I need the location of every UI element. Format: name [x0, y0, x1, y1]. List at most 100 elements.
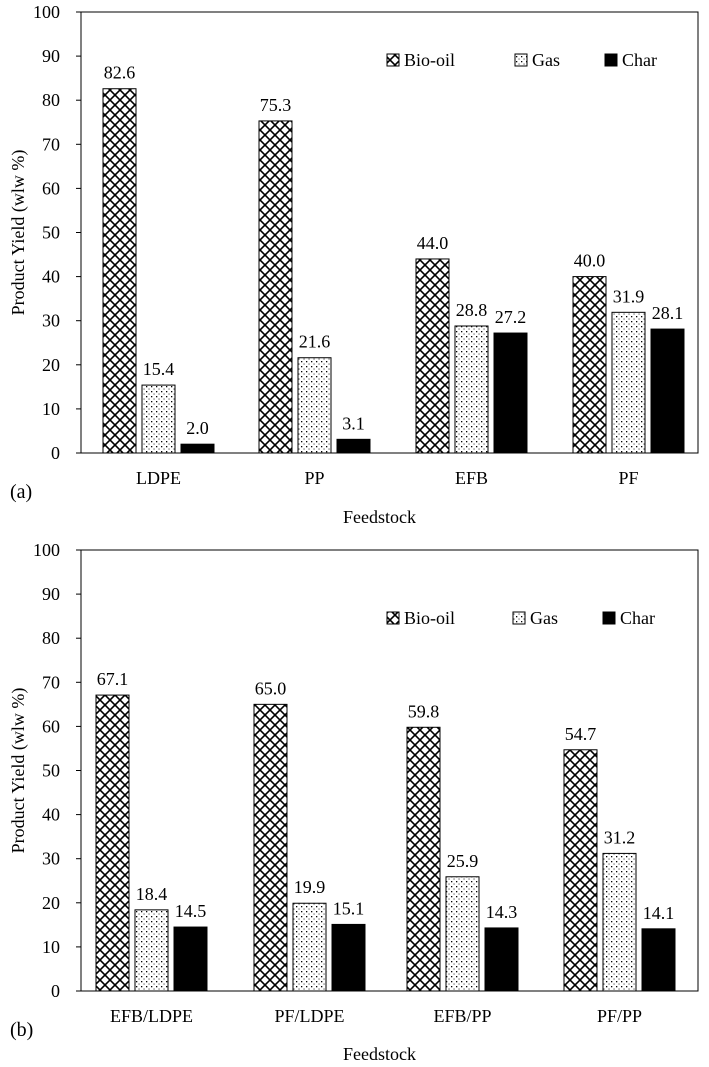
y-tick-label: 60	[42, 716, 60, 736]
legend-entry-gas: Gas	[530, 608, 558, 628]
bar-bio-oil-pp	[258, 120, 293, 454]
data-label: 2.0	[186, 418, 209, 438]
legend-entry-char: Char	[620, 608, 655, 628]
x-category-label: EFB/LDPE	[110, 1006, 193, 1026]
legend-swatch-char	[604, 53, 618, 67]
legend-entry-char: Char	[622, 50, 657, 70]
data-label: 14.1	[643, 903, 675, 923]
y-tick-label: 10	[42, 399, 60, 419]
y-tick-label: 40	[42, 805, 60, 825]
y-tick-label: 80	[42, 90, 60, 110]
y-axis-title: Product Yield (wlw %)	[8, 688, 29, 854]
bar-char-pf	[650, 328, 685, 454]
data-label: 14.3	[486, 902, 518, 922]
data-label: 18.4	[136, 884, 168, 904]
bar-gas-pf-ldpe	[292, 902, 327, 992]
bar-bio-oil-efb-ldpe	[95, 694, 130, 992]
y-tick-label: 90	[42, 46, 60, 66]
bar-char-pf-ldpe	[331, 923, 366, 992]
legend-swatch-gas	[512, 611, 526, 625]
bar-bio-oil-pf	[572, 276, 607, 454]
bar-gas-ldpe	[141, 384, 176, 454]
legend-swatch-bio-oil	[386, 53, 400, 67]
legend-swatch-gas	[514, 53, 528, 67]
x-axis-title: Feedstock	[343, 1044, 416, 1064]
x-axis-title: Feedstock	[343, 507, 416, 527]
data-label: 19.9	[294, 877, 326, 897]
data-label: 40.0	[574, 251, 606, 271]
bar-bio-oil-ldpe	[102, 88, 137, 454]
legend-swatch-char	[602, 611, 616, 625]
bar-gas-efb-ldpe	[134, 909, 169, 992]
data-label: 15.4	[143, 359, 175, 379]
panel-label: (a)	[10, 481, 32, 503]
data-label: 14.5	[175, 901, 207, 921]
x-category-label: EFB	[455, 468, 488, 488]
y-tick-label: 20	[42, 355, 60, 375]
bar-char-efb	[493, 332, 528, 454]
legend-entry-bio-oil: Bio-oil	[404, 608, 455, 628]
data-label: 31.9	[613, 286, 645, 306]
data-label: 15.1	[333, 898, 365, 918]
x-category-label: PF/LDPE	[274, 1006, 344, 1026]
data-label: 25.9	[447, 851, 479, 871]
legend: Bio-oil Gas Char	[386, 50, 657, 70]
bar-char-efb-ldpe	[173, 926, 208, 992]
chart-panel-2: 0 10 20 30 40 50 60 70 80 90 100 Product Yield (wlw…	[8, 540, 699, 1064]
data-label: 44.0	[417, 233, 449, 253]
bar-gas-efb-pp	[445, 876, 480, 992]
y-tick-label: 0	[51, 443, 60, 463]
y-tick-label: 50	[42, 761, 60, 781]
y-tick-label: 70	[42, 134, 60, 154]
y-tick-label: 90	[42, 584, 60, 604]
data-label: 31.2	[604, 827, 636, 847]
y-tick-label: 50	[42, 223, 60, 243]
x-category-label: LDPE	[136, 468, 181, 488]
x-category-label: PF	[618, 468, 638, 488]
bar-bio-oil-efb	[415, 258, 450, 454]
data-label: 82.6	[104, 63, 136, 83]
bar-gas-pf	[611, 311, 646, 454]
bar-gas-efb	[454, 325, 489, 454]
legend-swatch-bio-oil	[386, 611, 400, 625]
data-label: 75.3	[260, 95, 292, 115]
bar-gas-pf-pp	[602, 852, 637, 992]
x-category-label: EFB/PP	[433, 1006, 491, 1026]
x-category-label: PP	[304, 468, 324, 488]
bar-char-pp	[336, 438, 371, 454]
legend-entry-gas: Gas	[532, 50, 560, 70]
y-tick-label: 30	[42, 849, 60, 869]
bar-char-efb-pp	[484, 927, 519, 992]
y-tick-label: 20	[42, 893, 60, 913]
data-label: 54.7	[565, 724, 597, 744]
y-axis-title: Product Yield (wlw %)	[8, 150, 29, 316]
data-label: 28.8	[456, 300, 488, 320]
data-label: 27.2	[495, 307, 527, 327]
x-category-label: PF/PP	[597, 1006, 642, 1026]
legend: Bio-oil Gas Char	[386, 608, 655, 628]
chart-panel-1: 0 10 20 30 40 50 60 70 80 90 100 Product Yield (wlw…	[8, 2, 699, 527]
y-tick-label: 100	[33, 540, 60, 560]
bar-char-ldpe	[180, 443, 215, 454]
data-label: 3.1	[342, 413, 365, 433]
y-tick-label: 60	[42, 178, 60, 198]
bar-bio-oil-pf-ldpe	[253, 703, 288, 992]
y-tick-label: 100	[33, 2, 60, 22]
data-label: 59.8	[408, 701, 440, 721]
y-tick-label: 70	[42, 672, 60, 692]
data-label: 28.1	[652, 303, 684, 323]
bar-bio-oil-efb-pp	[406, 726, 441, 992]
data-label: 67.1	[97, 669, 129, 689]
panel-label: (b)	[10, 1019, 33, 1041]
bar-bio-oil-pf-pp	[563, 749, 598, 992]
bar-gas-pp	[297, 357, 332, 454]
bar-char-pf-pp	[641, 928, 676, 992]
y-tick-label: 10	[42, 937, 60, 957]
data-label: 21.6	[299, 332, 331, 352]
y-tick-label: 0	[51, 981, 60, 1001]
legend-entry-bio-oil: Bio-oil	[404, 50, 455, 70]
y-tick-label: 30	[42, 311, 60, 331]
data-label: 65.0	[255, 678, 287, 698]
y-tick-label: 80	[42, 628, 60, 648]
